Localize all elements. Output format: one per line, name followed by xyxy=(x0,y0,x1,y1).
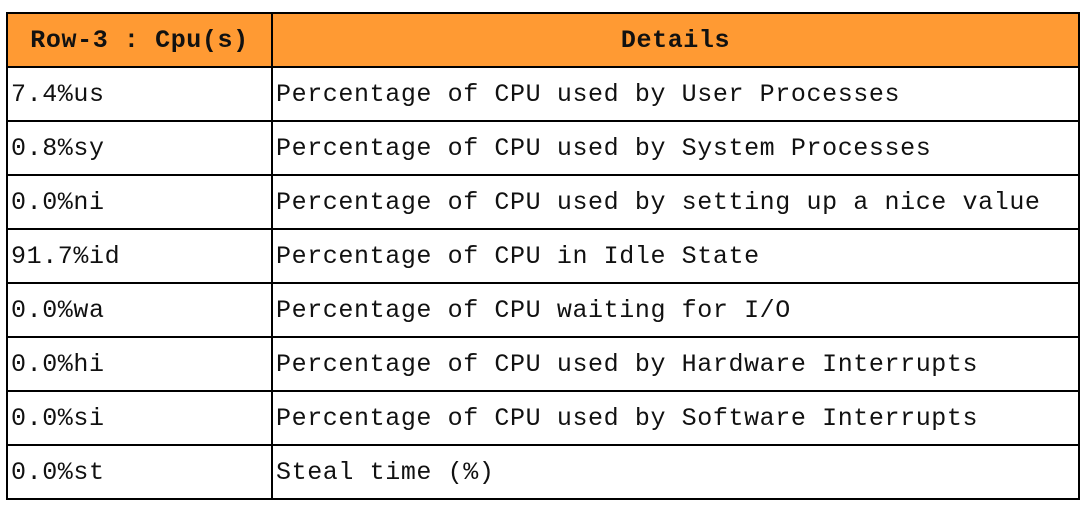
detail-cell: Percentage of CPU waiting for I/O xyxy=(271,282,1080,338)
cpu-details-table: Row-3 : Cpu(s) Details 7.4%us Percentage… xyxy=(6,12,1080,500)
cpu-value-cell: 0.0%ni xyxy=(6,174,273,230)
table-row: 0.0%st Steal time (%) xyxy=(6,444,1080,500)
cpu-value-cell: 91.7%id xyxy=(6,228,273,284)
table-row: 0.0%wa Percentage of CPU waiting for I/O xyxy=(6,282,1080,338)
detail-cell: Steal time (%) xyxy=(271,444,1080,500)
table-row: 0.0%si Percentage of CPU used by Softwar… xyxy=(6,390,1080,446)
detail-cell: Percentage of CPU used by Hardware Inter… xyxy=(271,336,1080,392)
column-header-cpu: Row-3 : Cpu(s) xyxy=(6,12,273,68)
table-row: 0.0%ni Percentage of CPU used by setting… xyxy=(6,174,1080,230)
table-header-row: Row-3 : Cpu(s) Details xyxy=(6,12,1080,68)
table-row: 0.0%hi Percentage of CPU used by Hardwar… xyxy=(6,336,1080,392)
detail-cell: Percentage of CPU used by Software Inter… xyxy=(271,390,1080,446)
column-header-details: Details xyxy=(271,12,1080,68)
detail-cell: Percentage of CPU used by setting up a n… xyxy=(271,174,1080,230)
cpu-value-cell: 0.0%hi xyxy=(6,336,273,392)
cpu-value-cell: 7.4%us xyxy=(6,66,273,122)
cpu-value-cell: 0.8%sy xyxy=(6,120,273,176)
detail-cell: Percentage of CPU used by User Processes xyxy=(271,66,1080,122)
detail-cell: Percentage of CPU used by System Process… xyxy=(271,120,1080,176)
cpu-value-cell: 0.0%st xyxy=(6,444,273,500)
table-row: 0.8%sy Percentage of CPU used by System … xyxy=(6,120,1080,176)
table-row: 7.4%us Percentage of CPU used by User Pr… xyxy=(6,66,1080,122)
cpu-value-cell: 0.0%wa xyxy=(6,282,273,338)
cpu-value-cell: 0.0%si xyxy=(6,390,273,446)
detail-cell: Percentage of CPU in Idle State xyxy=(271,228,1080,284)
table-row: 91.7%id Percentage of CPU in Idle State xyxy=(6,228,1080,284)
